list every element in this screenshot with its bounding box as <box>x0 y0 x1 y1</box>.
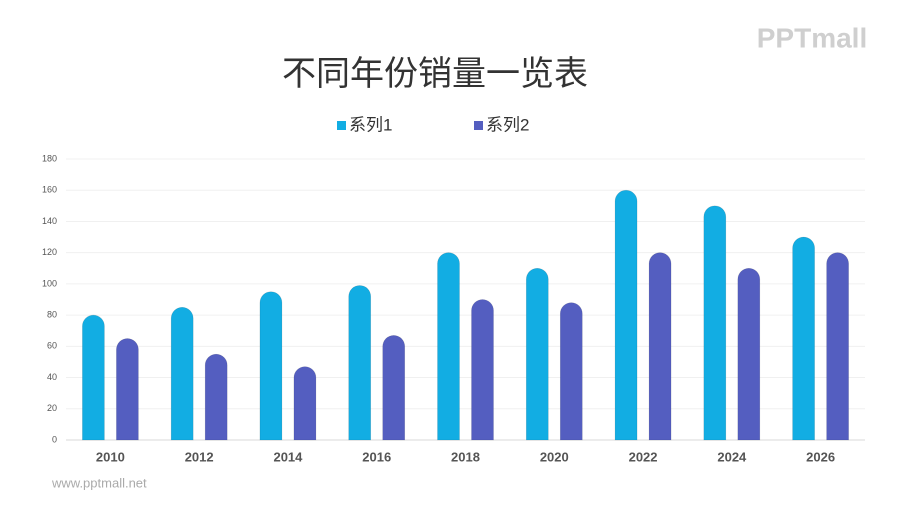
y-tick-label: 80 <box>47 309 57 319</box>
legend-swatch <box>474 121 483 130</box>
bar <box>525 268 549 441</box>
bar <box>737 268 761 441</box>
bar <box>348 285 372 441</box>
x-tick-label: 2022 <box>629 449 658 464</box>
y-tick-label: 20 <box>47 403 57 413</box>
y-tick-label: 0 <box>52 434 57 444</box>
bar <box>82 314 105 441</box>
legend-swatch <box>337 121 346 130</box>
bar <box>614 190 638 441</box>
y-tick-label: 40 <box>47 372 57 382</box>
bar <box>648 252 672 441</box>
y-tick-label: 180 <box>42 153 57 163</box>
bar <box>826 252 849 441</box>
bar <box>293 366 317 441</box>
y-tick-label: 160 <box>42 185 57 195</box>
bar <box>471 299 494 441</box>
watermark: PPTmall <box>757 22 867 53</box>
y-tick-label: 60 <box>47 341 57 351</box>
y-tick-label: 120 <box>42 247 57 257</box>
x-tick-label: 2026 <box>806 449 835 464</box>
bar <box>703 205 727 441</box>
bar <box>116 338 139 441</box>
x-tick-label: 2012 <box>185 449 214 464</box>
x-tick-label: 2024 <box>717 449 747 464</box>
bar <box>559 302 583 441</box>
x-tick-label: 2020 <box>540 449 569 464</box>
x-tick-label: 2014 <box>273 449 303 464</box>
bar <box>792 236 815 441</box>
bar <box>437 252 460 441</box>
footer: www.pptmall.net <box>51 475 147 490</box>
bar <box>382 335 406 441</box>
legend-label: 系列1 <box>349 115 392 134</box>
bar <box>170 307 194 441</box>
bar <box>259 291 283 441</box>
y-tick-label: 100 <box>42 278 57 288</box>
legend-label: 系列2 <box>486 115 529 134</box>
x-tick-label: 2016 <box>362 449 391 464</box>
bar <box>204 353 228 441</box>
chart-title: 不同年份销量一览表 <box>282 55 588 93</box>
y-tick-label: 140 <box>42 216 57 226</box>
x-tick-label: 2018 <box>451 449 480 464</box>
x-tick-label: 2010 <box>96 449 125 464</box>
